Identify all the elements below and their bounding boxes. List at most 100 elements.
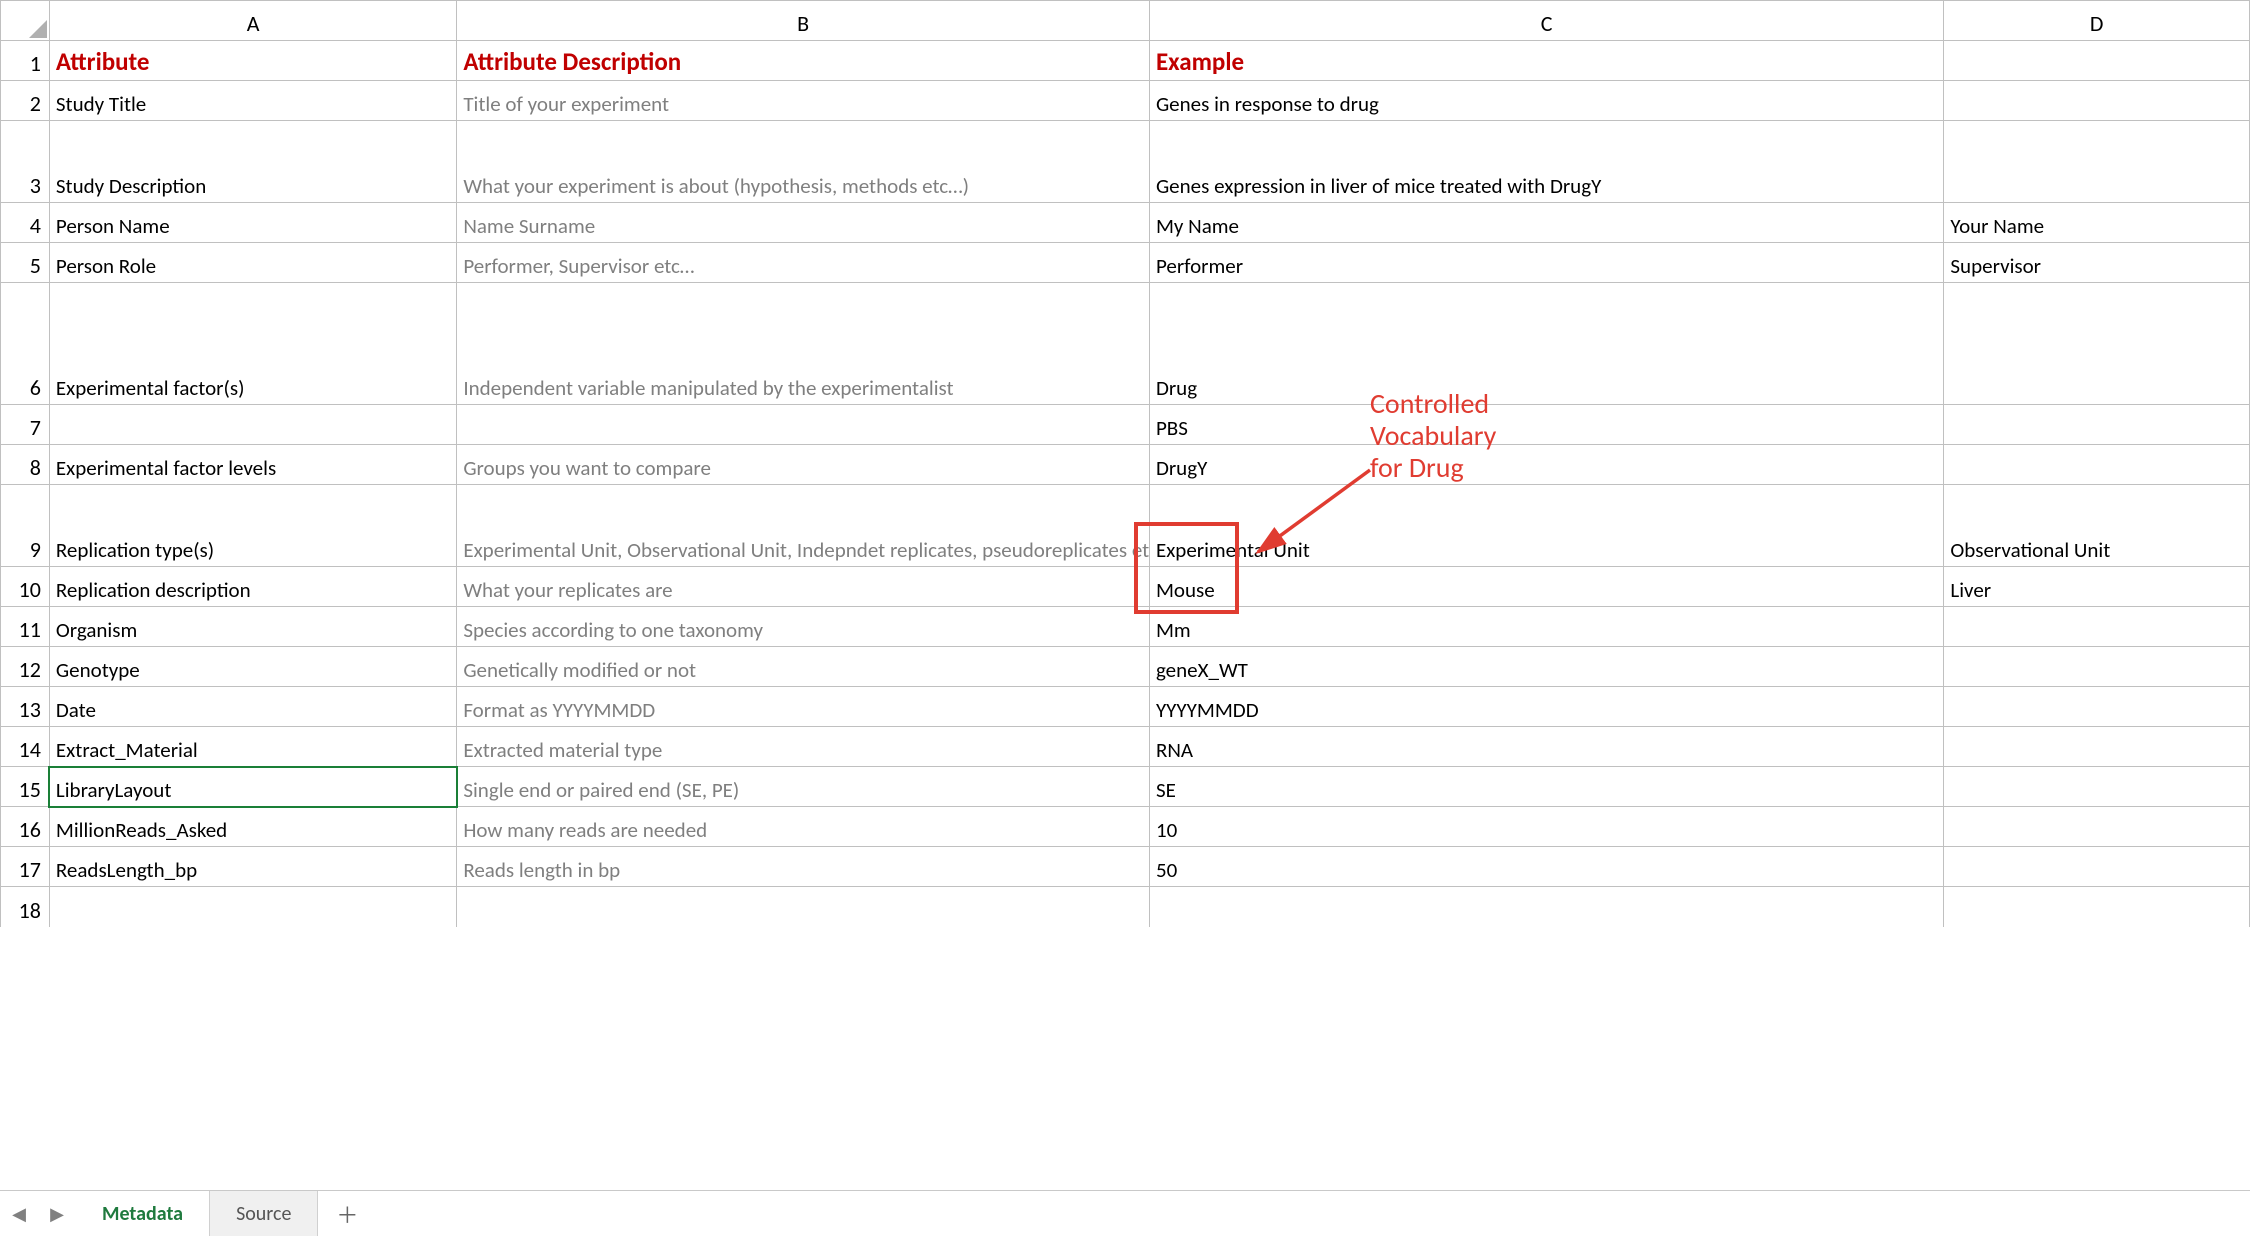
- row-header[interactable]: 6: [1, 283, 50, 405]
- cell[interactable]: ReadsLength_bp: [49, 847, 456, 887]
- cell[interactable]: [1944, 847, 2250, 887]
- cell[interactable]: Person Role: [49, 243, 456, 283]
- cell[interactable]: Liver: [1944, 567, 2250, 607]
- cell[interactable]: PBS: [1149, 405, 1943, 445]
- cell[interactable]: Your Name: [1944, 203, 2250, 243]
- cell[interactable]: Experimental Unit: [1149, 485, 1943, 567]
- cell[interactable]: [1944, 807, 2250, 847]
- cell[interactable]: Groups you want to compare: [457, 445, 1150, 485]
- row-header[interactable]: 5: [1, 243, 50, 283]
- row-header[interactable]: 15: [1, 767, 50, 807]
- select-all-corner[interactable]: [1, 1, 50, 41]
- cell[interactable]: Mm: [1149, 607, 1943, 647]
- cell[interactable]: Experimental Unit, Observational Unit, I…: [457, 485, 1150, 567]
- cell[interactable]: What your experiment is about (hypothesi…: [457, 121, 1150, 203]
- row-header[interactable]: 14: [1, 727, 50, 767]
- cell[interactable]: Independent variable manipulated by the …: [457, 283, 1150, 405]
- sheet-tab-metadata[interactable]: Metadata: [76, 1191, 210, 1236]
- cell[interactable]: Study Description: [49, 121, 456, 203]
- row-header[interactable]: 12: [1, 647, 50, 687]
- cell[interactable]: Format as YYYYMMDD: [457, 687, 1150, 727]
- cell[interactable]: Date: [49, 687, 456, 727]
- sheet-tab-source[interactable]: Source: [210, 1191, 318, 1236]
- cell[interactable]: Single end or paired end (SE, PE): [457, 767, 1150, 807]
- cell[interactable]: Study Title: [49, 81, 456, 121]
- cell[interactable]: RNA: [1149, 727, 1943, 767]
- cell[interactable]: SE: [1149, 767, 1943, 807]
- cell[interactable]: YYYYMMDD: [1149, 687, 1943, 727]
- cell[interactable]: What your replicates are: [457, 567, 1150, 607]
- cell[interactable]: Extract_Material: [49, 727, 456, 767]
- cell[interactable]: DrugY: [1149, 445, 1943, 485]
- cell[interactable]: Experimental factor(s): [49, 283, 456, 405]
- cell[interactable]: Genes expression in liver of mice treate…: [1149, 121, 1943, 203]
- row-header[interactable]: 10: [1, 567, 50, 607]
- cell[interactable]: Name Surname: [457, 203, 1150, 243]
- cell[interactable]: Drug: [1149, 283, 1943, 405]
- spreadsheet-grid[interactable]: A B C D 1 Attribute Attribute Descriptio…: [0, 0, 2250, 927]
- cell[interactable]: 10: [1149, 807, 1943, 847]
- row-header[interactable]: 1: [1, 41, 50, 81]
- cell[interactable]: [49, 887, 456, 927]
- cell[interactable]: 50: [1149, 847, 1943, 887]
- cell[interactable]: [1944, 405, 2250, 445]
- row-header[interactable]: 4: [1, 203, 50, 243]
- cell[interactable]: Person Name: [49, 203, 456, 243]
- col-header-A[interactable]: A: [49, 1, 456, 41]
- cell[interactable]: [1944, 607, 2250, 647]
- cell[interactable]: Replication description: [49, 567, 456, 607]
- add-sheet-button[interactable]: ＋: [318, 1191, 376, 1236]
- row-header[interactable]: 2: [1, 81, 50, 121]
- tab-nav-prev[interactable]: ◀: [0, 1191, 38, 1236]
- cell[interactable]: Performer: [1149, 243, 1943, 283]
- row-header[interactable]: 9: [1, 485, 50, 567]
- cell[interactable]: [1944, 121, 2250, 203]
- cell[interactable]: Example: [1149, 41, 1943, 81]
- cell[interactable]: [457, 405, 1150, 445]
- cell[interactable]: [1944, 887, 2250, 927]
- tab-nav-next[interactable]: ▶: [38, 1191, 76, 1236]
- cell[interactable]: [1944, 81, 2250, 121]
- cell[interactable]: [1944, 727, 2250, 767]
- col-header-B[interactable]: B: [457, 1, 1150, 41]
- row-header[interactable]: 11: [1, 607, 50, 647]
- cell[interactable]: How many reads are needed: [457, 807, 1150, 847]
- cell[interactable]: [1149, 887, 1943, 927]
- cell[interactable]: Attribute Description: [457, 41, 1150, 81]
- cell[interactable]: geneX_WT: [1149, 647, 1943, 687]
- cell[interactable]: Replication type(s): [49, 485, 456, 567]
- col-header-C[interactable]: C: [1149, 1, 1943, 41]
- cell[interactable]: My Name: [1149, 203, 1943, 243]
- row-header[interactable]: 7: [1, 405, 50, 445]
- cell[interactable]: [457, 887, 1150, 927]
- cell[interactable]: Supervisor: [1944, 243, 2250, 283]
- cell[interactable]: Organism: [49, 607, 456, 647]
- cell[interactable]: [1944, 687, 2250, 727]
- cell[interactable]: Extracted material type: [457, 727, 1150, 767]
- row-header[interactable]: 3: [1, 121, 50, 203]
- cell[interactable]: Reads length in bp: [457, 847, 1150, 887]
- row-header[interactable]: 13: [1, 687, 50, 727]
- cell[interactable]: Experimental factor levels: [49, 445, 456, 485]
- cell[interactable]: [1944, 41, 2250, 81]
- cell[interactable]: Attribute: [49, 41, 456, 81]
- cell[interactable]: [1944, 283, 2250, 405]
- cell[interactable]: Title of your experiment: [457, 81, 1150, 121]
- cell[interactable]: Genetically modified or not: [457, 647, 1150, 687]
- cell[interactable]: Species according to one taxonomy: [457, 607, 1150, 647]
- cell[interactable]: Genotype: [49, 647, 456, 687]
- row-header[interactable]: 8: [1, 445, 50, 485]
- cell[interactable]: [1944, 767, 2250, 807]
- row-header[interactable]: 16: [1, 807, 50, 847]
- cell[interactable]: LibraryLayout: [49, 767, 456, 807]
- cell[interactable]: [49, 405, 456, 445]
- col-header-D[interactable]: D: [1944, 1, 2250, 41]
- cell[interactable]: MillionReads_Asked: [49, 807, 456, 847]
- cell[interactable]: Performer, Supervisor etc…: [457, 243, 1150, 283]
- cell[interactable]: Observational Unit: [1944, 485, 2250, 567]
- row-header[interactable]: 18: [1, 887, 50, 927]
- row-header[interactable]: 17: [1, 847, 50, 887]
- cell[interactable]: Mouse: [1149, 567, 1943, 607]
- cell[interactable]: [1944, 445, 2250, 485]
- cell[interactable]: Genes in response to drug: [1149, 81, 1943, 121]
